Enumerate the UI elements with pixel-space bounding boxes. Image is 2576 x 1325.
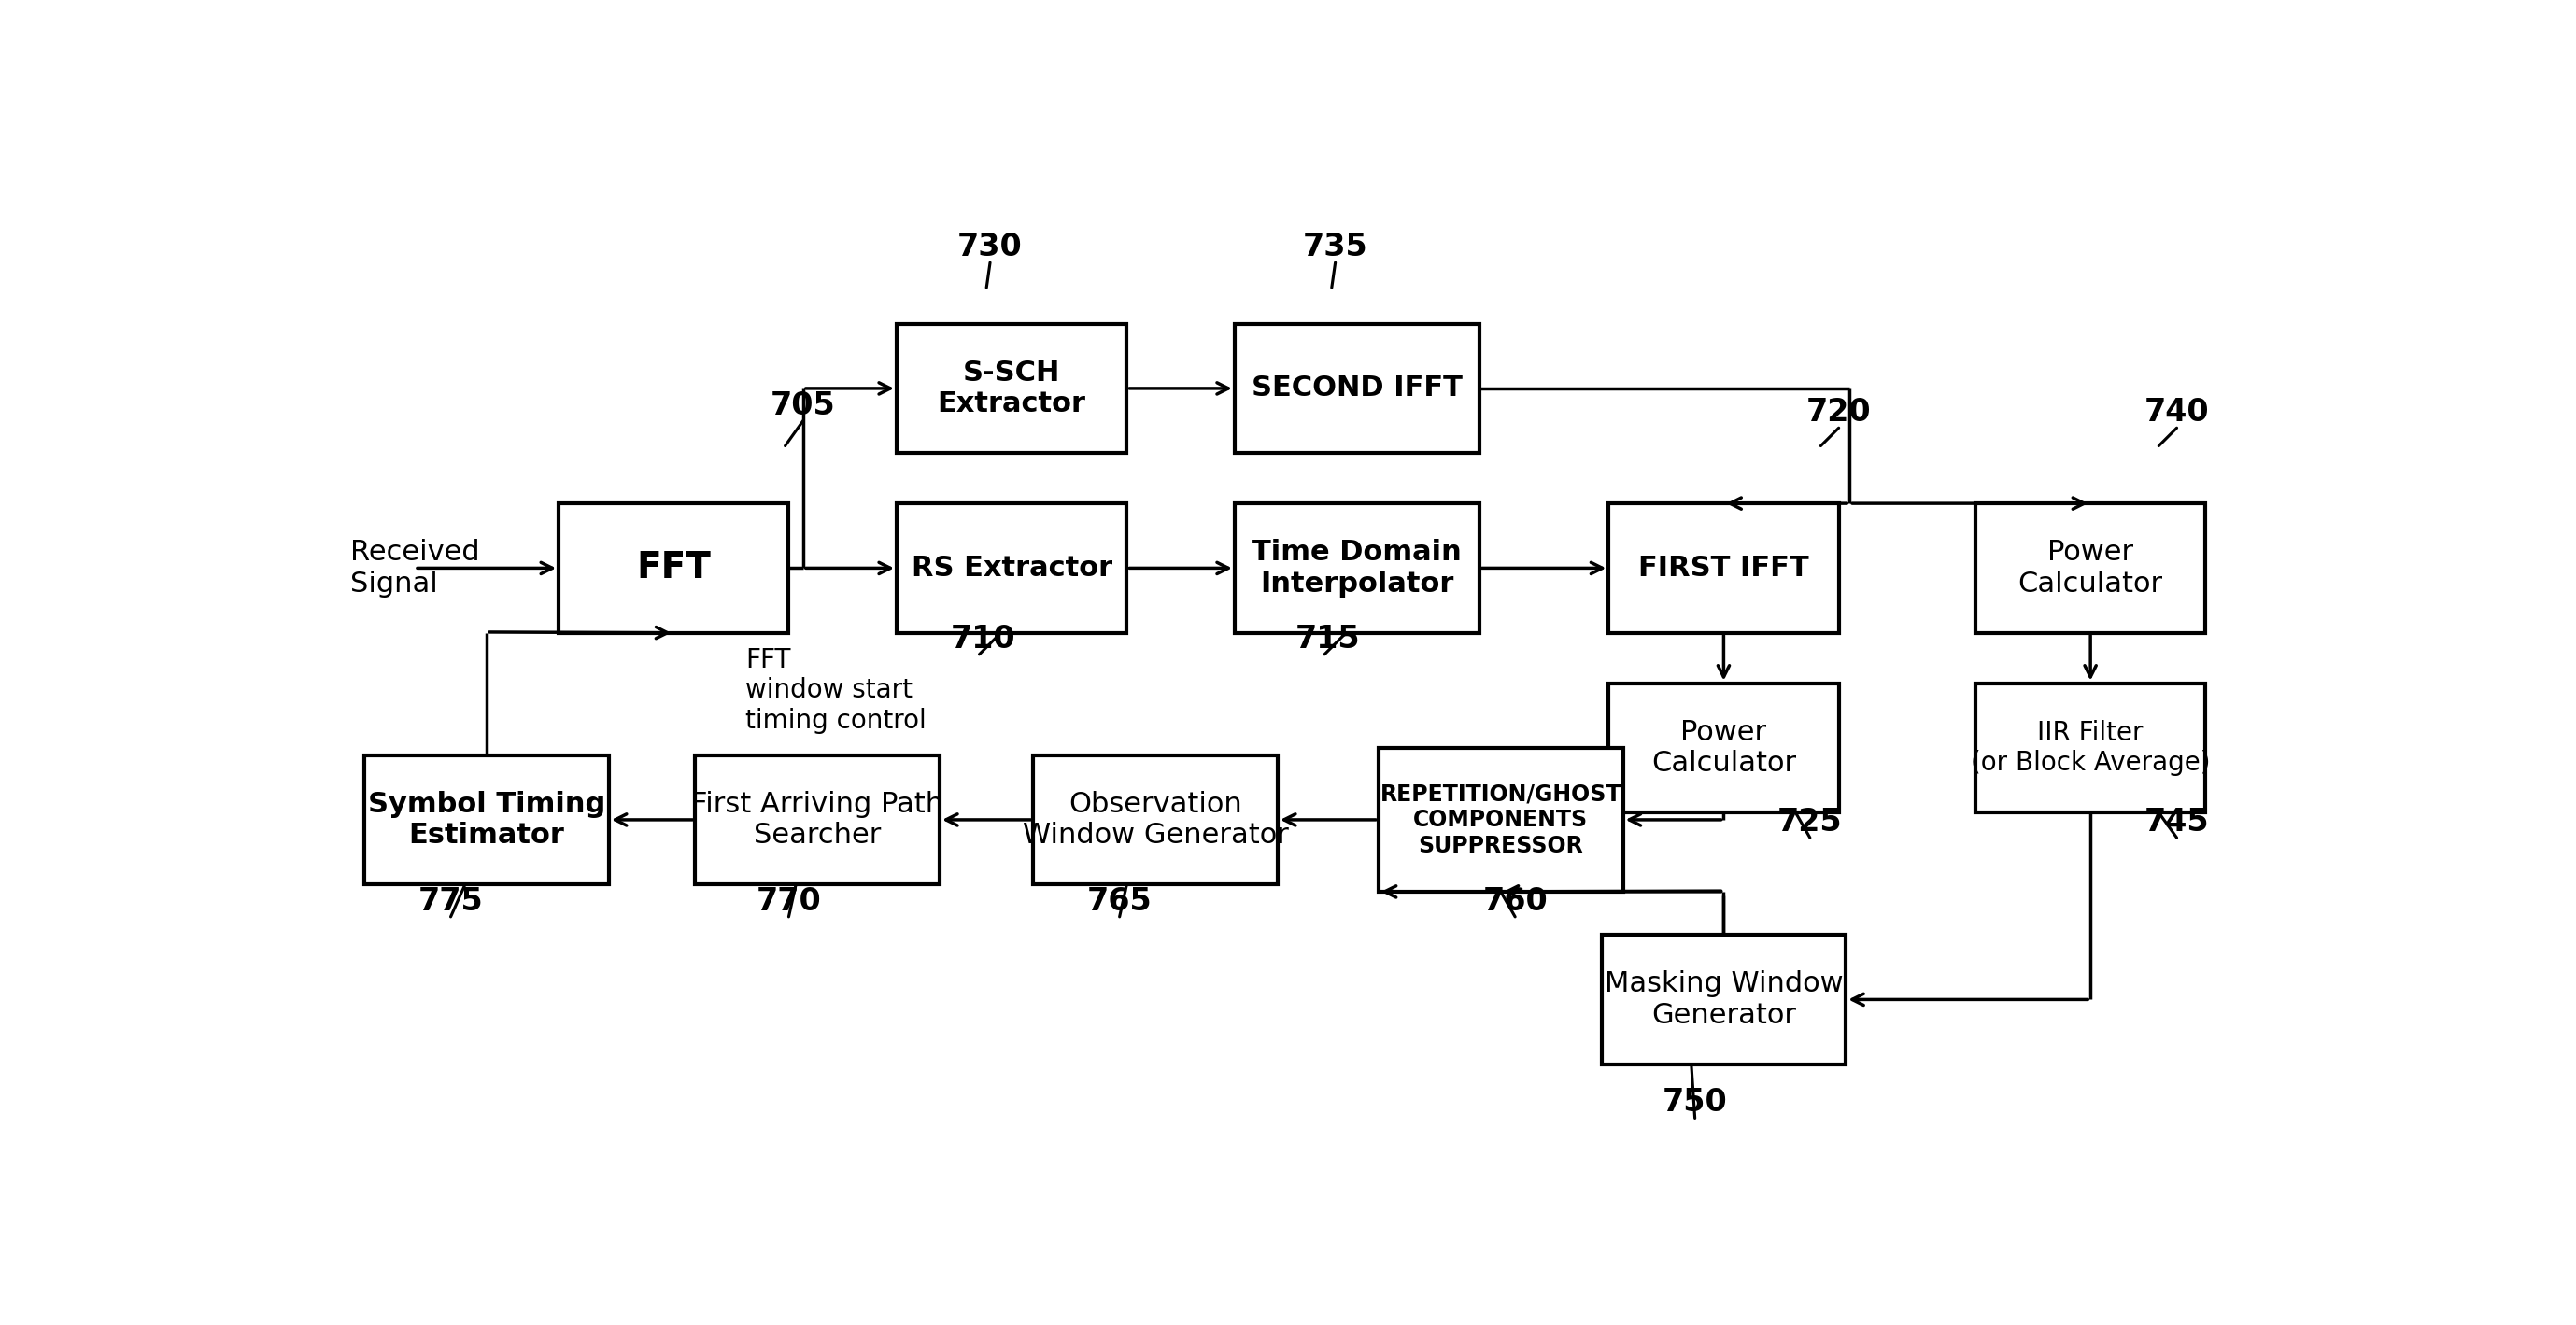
- Text: 705: 705: [770, 390, 835, 421]
- Text: 775: 775: [417, 886, 484, 917]
- Text: 715: 715: [1296, 624, 1360, 655]
- Text: First Arriving Path
Searcher: First Arriving Path Searcher: [690, 791, 943, 849]
- Text: FFT: FFT: [636, 550, 711, 586]
- Text: 740: 740: [2143, 397, 2210, 428]
- Text: 750: 750: [1662, 1088, 1728, 1118]
- Text: IIR Filter
(or Block Average): IIR Filter (or Block Average): [1971, 719, 2210, 776]
- Text: FIRST IFFT: FIRST IFFT: [1638, 555, 1808, 582]
- Bar: [1607, 504, 1839, 633]
- Text: 710: 710: [951, 624, 1015, 655]
- Text: 720: 720: [1806, 397, 1870, 428]
- Bar: [1976, 684, 2205, 812]
- Bar: [696, 755, 940, 885]
- Bar: [1033, 755, 1278, 885]
- Text: 745: 745: [2143, 807, 2210, 837]
- Text: Received
Signal: Received Signal: [350, 539, 479, 598]
- Text: Observation
Window Generator: Observation Window Generator: [1023, 791, 1288, 849]
- Text: S-SCH
Extractor: S-SCH Extractor: [938, 359, 1087, 417]
- Text: Power
Calculator: Power Calculator: [1651, 718, 1795, 776]
- Bar: [363, 755, 608, 885]
- Bar: [1607, 684, 1839, 812]
- Text: Time Domain
Interpolator: Time Domain Interpolator: [1252, 539, 1461, 598]
- Bar: [1234, 504, 1479, 633]
- Text: SECOND IFFT: SECOND IFFT: [1252, 375, 1463, 401]
- Text: Masking Window
Generator: Masking Window Generator: [1605, 970, 1842, 1028]
- Bar: [1602, 935, 1847, 1064]
- Bar: [1234, 323, 1479, 453]
- Bar: [559, 504, 788, 633]
- Text: Power
Calculator: Power Calculator: [2017, 539, 2164, 598]
- Text: 760: 760: [1484, 886, 1548, 917]
- Text: 735: 735: [1303, 232, 1368, 262]
- Text: 770: 770: [757, 886, 822, 917]
- Text: 725: 725: [1777, 807, 1842, 837]
- Text: 730: 730: [958, 232, 1023, 262]
- Text: RS Extractor: RS Extractor: [912, 555, 1113, 582]
- Text: Symbol Timing
Estimator: Symbol Timing Estimator: [368, 791, 605, 849]
- Text: 765: 765: [1087, 886, 1151, 917]
- Bar: [896, 504, 1126, 633]
- Text: FFT
window start
timing control: FFT window start timing control: [744, 647, 927, 734]
- Bar: [1976, 504, 2205, 633]
- Bar: [1378, 747, 1623, 892]
- Bar: [896, 323, 1126, 453]
- Text: REPETITION/GHOST
COMPONENTS
SUPPRESSOR: REPETITION/GHOST COMPONENTS SUPPRESSOR: [1381, 783, 1620, 857]
